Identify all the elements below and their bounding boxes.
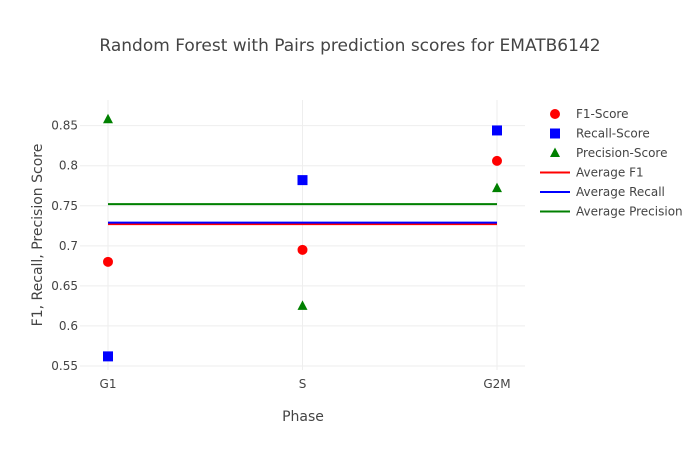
legend[interactable]: F1-Score Recall-Score Precision-Score Avera…	[540, 107, 683, 219]
grid-lines	[80, 100, 525, 370]
recall-score-marker	[492, 125, 502, 136]
precision-score-marker	[103, 113, 113, 124]
legend-item-precision-score[interactable]: Precision-Score	[550, 146, 667, 160]
y-tick-labels: 0.55 0.6 0.65 0.7 0.75 0.8 0.85	[51, 119, 78, 373]
legend-label: Average F1	[576, 166, 644, 180]
chart-title: Random Forest with Pairs prediction scor…	[99, 36, 600, 56]
score-markers	[103, 113, 502, 362]
y-tick-label: 0.55	[51, 359, 78, 373]
f1-score-marker	[297, 244, 308, 255]
legend-item-average-recall[interactable]: Average Recall	[540, 185, 665, 199]
y-axis-label: F1, Recall, Precision Score	[30, 144, 46, 327]
average-lines	[108, 203, 497, 226]
f1-score-marker	[103, 256, 113, 267]
recall-score-marker	[103, 351, 113, 362]
y-tick-label: 0.6	[59, 319, 78, 333]
legend-item-recall-score[interactable]: Recall-Score	[550, 127, 650, 141]
legend-item-average-precision[interactable]: Average Precision	[540, 205, 683, 219]
legend-label: F1-Score	[576, 107, 628, 121]
y-tick-label: 0.8	[59, 159, 78, 173]
legend-label: Average Precision	[576, 205, 683, 219]
f1-score-marker	[492, 155, 502, 166]
y-tick-label: 0.7	[59, 239, 78, 253]
x-tick-labels: G1 S G2M	[100, 377, 511, 391]
legend-label: Average Recall	[576, 185, 665, 199]
y-tick-label: 0.85	[51, 119, 78, 133]
legend-label: Precision-Score	[576, 146, 667, 160]
y-tick-label: 0.65	[51, 279, 78, 293]
y-tick-label: 0.75	[51, 199, 78, 213]
recall-score-marker	[297, 175, 308, 186]
x-tick-label: G1	[100, 377, 117, 391]
legend-label: Recall-Score	[576, 127, 650, 141]
legend-item-f1-score[interactable]: F1-Score	[550, 107, 628, 121]
legend-swatch	[550, 147, 560, 157]
legend-item-average-f1[interactable]: Average F1	[540, 166, 644, 180]
precision-score-marker	[492, 182, 502, 193]
x-tick-label: S	[299, 377, 307, 391]
precision-score-marker	[297, 300, 308, 310]
x-tick-label: G2M	[483, 377, 510, 391]
legend-swatch	[550, 128, 560, 139]
x-axis-label: Phase	[282, 409, 324, 425]
legend-swatch	[550, 109, 560, 119]
